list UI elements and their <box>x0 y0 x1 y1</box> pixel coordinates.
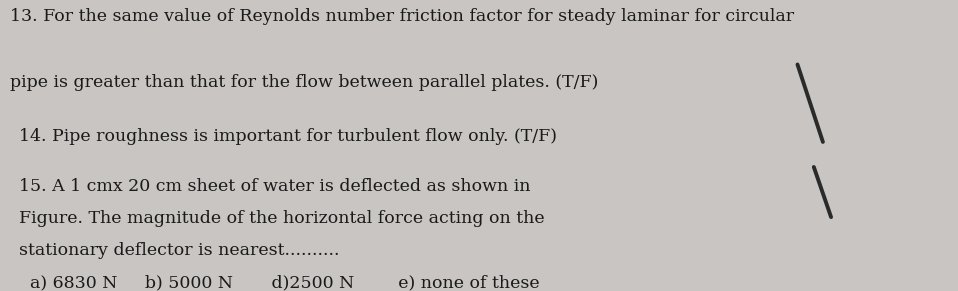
Text: a) 6830 N     b) 5000 N       d)2500 N        e) none of these: a) 6830 N b) 5000 N d)2500 N e) none of … <box>19 274 539 291</box>
Text: 13. For the same value of Reynolds number friction factor for steady laminar for: 13. For the same value of Reynolds numbe… <box>10 8 794 24</box>
Text: 15. A 1 cmx 20 cm sheet of water is deflected as shown in: 15. A 1 cmx 20 cm sheet of water is defl… <box>19 178 531 195</box>
Text: pipe is greater than that for the flow between parallel plates. (T/F): pipe is greater than that for the flow b… <box>10 74 598 91</box>
Text: 14. Pipe roughness is important for turbulent flow only. (T/F): 14. Pipe roughness is important for turb… <box>19 128 557 145</box>
Text: stationary deflector is nearest..........: stationary deflector is nearest.........… <box>19 242 339 259</box>
Text: Figure. The magnitude of the horizontal force acting on the: Figure. The magnitude of the horizontal … <box>19 210 544 227</box>
